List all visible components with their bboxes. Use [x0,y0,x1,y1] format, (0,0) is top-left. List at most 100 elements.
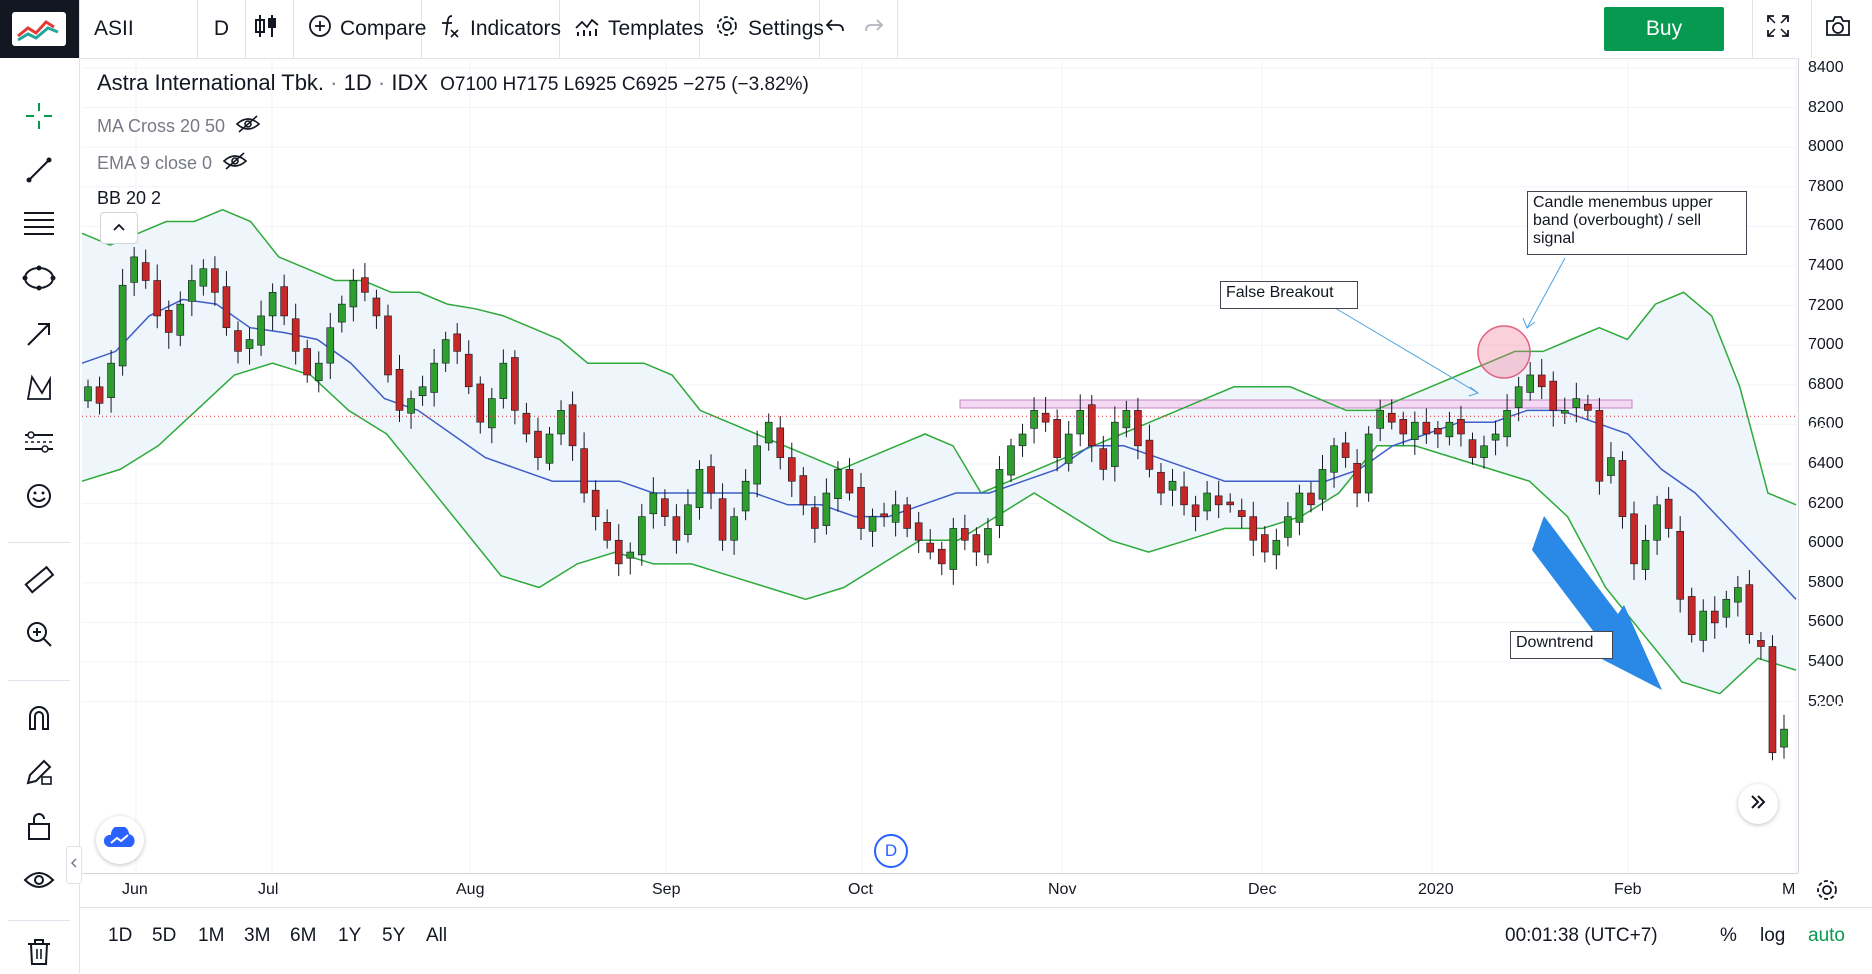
log-scale-toggle[interactable]: log [1760,925,1786,946]
candle-body [211,268,219,293]
range-5d[interactable]: 5D [152,925,177,946]
percent-scale-toggle[interactable]: % [1720,925,1737,946]
toolbar-divider [8,920,70,921]
candle-body [1445,421,1454,438]
templates-button[interactable]: Templates [560,0,704,58]
legend-change: −275 (−3.82%) [683,74,809,95]
candle-body [534,430,542,458]
candle-body [1514,386,1523,408]
settings-button[interactable]: Settings [700,0,824,58]
candle-body [834,469,842,499]
indicator-ma-cross[interactable]: MA Cross 20 50 [97,114,261,139]
candle-body [626,551,635,559]
price-tick-label: 5800 [1808,573,1844,591]
bb-lower-value-1: 5700 [1818,700,1854,717]
candle-body [1064,433,1073,464]
indicators-button[interactable]: Indicators [422,0,561,58]
annotation-pointer [1526,257,1566,329]
auto-scale-toggle[interactable]: auto [1808,925,1845,946]
range-1y[interactable]: 1Y [338,925,362,946]
range-all[interactable]: All [426,925,448,946]
candle-body [1422,421,1431,435]
snapshot-button[interactable] [1812,0,1872,58]
shape-tool[interactable] [18,260,60,300]
candle-body [926,542,935,553]
zoom-tool[interactable] [18,616,60,656]
camera-icon [1824,14,1860,44]
fullscreen-button[interactable] [1752,0,1812,58]
candle-body [395,368,404,411]
candle-body [361,277,369,293]
interval-button[interactable]: D [198,0,246,58]
clock[interactable]: 00:01:38 (UTC+7) [1505,925,1658,946]
magnet-tool[interactable] [18,700,60,740]
redo-icon [863,16,893,42]
price-tick-label: 7600 [1808,217,1844,235]
annotation-pointer-head [1522,317,1536,329]
icon-tool[interactable] [18,478,60,518]
time-tick-label: Feb [1614,881,1642,898]
redo-button[interactable] [858,0,898,58]
lock-drawing-tool[interactable] [18,754,60,794]
crosshair-tool[interactable] [18,98,60,138]
candle-body [1468,439,1477,458]
annotation-downtrend[interactable]: Downtrend [1510,631,1613,659]
lock-all-tool[interactable] [18,808,60,848]
pattern-tool[interactable] [18,370,60,410]
eye-hidden-icon[interactable] [212,151,248,176]
prediction-tool[interactable] [18,424,60,464]
trend-line-tool[interactable] [18,152,60,192]
candle-body [1295,492,1304,523]
candle-body [280,286,288,317]
bb-lower-tag-1: 5700 [1812,698,1872,720]
range-1d[interactable]: 1D [108,925,133,946]
price-tick-label: 8000 [1808,138,1844,156]
price-axis[interactable] [1798,58,1872,873]
toolbar-collapse-handle[interactable] [66,846,82,884]
candle-body [164,309,173,333]
time-axis[interactable] [80,873,1798,908]
remove-drawings-tool[interactable] [18,934,60,974]
eye-hidden-icon[interactable] [225,114,261,139]
candle-body [972,534,981,553]
candle-body [1411,421,1419,440]
candle-body [1664,498,1673,529]
fib-tool[interactable] [18,206,60,246]
compare-button[interactable]: Compare [294,0,426,58]
crosshair-icon [24,101,54,136]
range-5y[interactable]: 5Y [382,925,406,946]
annotation-pointer [1329,304,1479,394]
annotation-false-breakout[interactable]: False Breakout [1220,281,1358,309]
collapse-legend-button[interactable] [100,212,138,244]
chart-settings-button[interactable] [1814,877,1840,908]
logo[interactable] [0,0,80,58]
candle-body [1595,410,1604,482]
dividend-marker[interactable]: D [874,834,908,868]
range-1m[interactable]: 1M [198,925,225,946]
candle-body [545,433,554,464]
range-6m[interactable]: 6M [290,925,317,946]
price-tick-label: 7400 [1808,257,1844,274]
buy-button[interactable]: Buy [1604,7,1724,51]
candle-body [961,528,969,541]
indicator-bb[interactable]: BB 20 2 [97,188,161,209]
candle-body [84,386,92,402]
measure-tool[interactable] [18,562,60,602]
candle-body [1722,598,1731,618]
undo-button[interactable] [820,0,858,58]
symbol-search[interactable]: ASII [80,0,198,58]
candle-body [326,327,335,364]
legend-open: O7100 [440,74,498,95]
price-chart[interactable] [80,58,1798,873]
range-3m[interactable]: 3M [244,925,271,946]
scroll-to-realtime-button[interactable] [1738,784,1778,824]
annotation-upper-band[interactable]: Candle menembus upper band (overbought) … [1527,191,1747,255]
chart-type-button[interactable] [246,0,294,58]
tv-watermark[interactable] [96,816,144,864]
arrow-tool[interactable] [18,316,60,356]
candle-body [637,516,646,556]
indicator-ema[interactable]: EMA 9 close 0 [97,151,248,176]
candle-body [1745,584,1754,635]
candle-body [499,362,508,399]
hide-drawings-tool[interactable] [18,862,60,902]
